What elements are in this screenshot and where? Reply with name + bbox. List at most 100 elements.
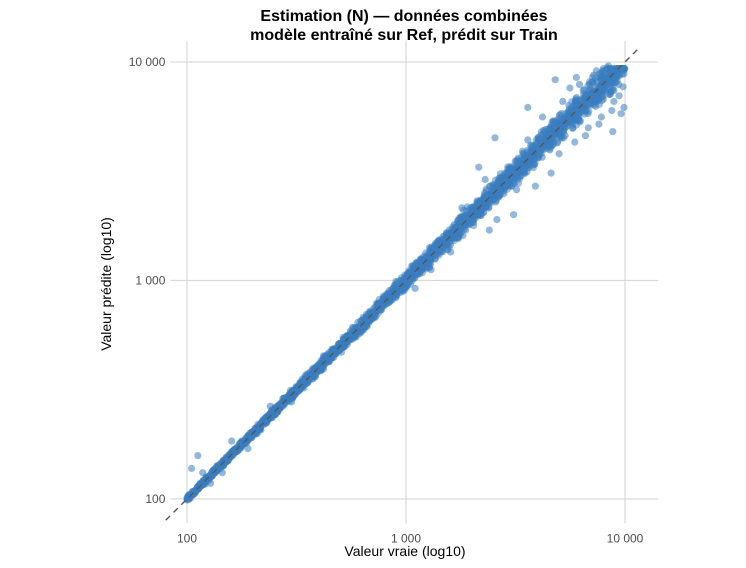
data-point <box>557 132 565 140</box>
data-point <box>595 120 603 128</box>
data-point <box>188 464 196 472</box>
data-point <box>554 124 562 132</box>
data-point <box>547 169 555 177</box>
y-tick-label: 100 <box>145 492 165 506</box>
data-point <box>546 130 554 138</box>
data-point <box>601 86 609 94</box>
y-tick-label: 10 000 <box>129 55 166 69</box>
data-point <box>485 226 493 234</box>
data-point <box>481 175 489 184</box>
data-point <box>505 177 513 185</box>
data-point <box>411 284 419 292</box>
data-point <box>599 65 607 73</box>
data-point <box>460 206 468 214</box>
data-point <box>571 138 579 146</box>
data-point <box>280 394 288 402</box>
data-point <box>431 239 439 247</box>
data-point <box>538 113 547 121</box>
data-point <box>597 113 606 121</box>
data-point <box>439 233 447 241</box>
data-point <box>211 465 219 473</box>
data-point <box>584 81 592 89</box>
data-point <box>542 140 550 148</box>
data-point <box>572 95 580 103</box>
x-tick-label: 1 000 <box>391 532 421 546</box>
x-axis-ticks: 100 1 000 10 000 <box>177 532 644 546</box>
data-point <box>519 147 527 155</box>
data-point <box>482 185 490 193</box>
data-point <box>551 76 559 84</box>
data-point <box>523 161 531 169</box>
data-point <box>493 216 501 224</box>
data-point <box>276 404 284 412</box>
data-point <box>572 73 581 81</box>
data-point <box>580 97 588 105</box>
data-point <box>477 210 485 218</box>
data-point <box>399 287 407 295</box>
data-point <box>524 136 532 144</box>
data-point <box>566 84 574 92</box>
data-point <box>608 106 616 115</box>
data-point <box>324 353 332 361</box>
data-point <box>194 483 202 491</box>
data-point <box>405 272 413 280</box>
y-axis-ticks: 100 1 000 10 000 <box>129 55 166 506</box>
y-tick-label: 1 000 <box>135 274 165 288</box>
data-point <box>336 345 344 353</box>
data-point <box>312 365 320 373</box>
data-point <box>428 253 436 262</box>
data-point <box>342 335 350 344</box>
x-axis-label: Valeur vraie (log10) <box>344 543 465 559</box>
data-point <box>299 378 307 386</box>
data-point <box>376 301 384 309</box>
data-point <box>608 78 616 86</box>
data-point <box>208 472 216 480</box>
data-point <box>581 132 590 140</box>
y-axis-label: Valeur prédite (log10) <box>98 217 114 351</box>
data-point <box>443 241 451 250</box>
data-point <box>590 101 598 109</box>
x-tick-label: 100 <box>177 532 197 546</box>
data-point <box>385 291 393 299</box>
x-tick-label: 10 000 <box>607 532 644 546</box>
data-point <box>250 426 258 434</box>
data-point <box>607 68 615 76</box>
data-point <box>534 152 542 161</box>
data-point <box>495 193 503 201</box>
data-point <box>532 141 540 149</box>
data-point <box>559 97 567 105</box>
data-point <box>596 92 605 101</box>
data-point <box>398 278 406 286</box>
chart-title-line1: Estimation (N) — données combinées <box>260 8 547 25</box>
data-point <box>609 128 617 136</box>
data-point <box>194 452 202 460</box>
data-point <box>494 186 502 194</box>
data-point <box>236 444 244 452</box>
data-point <box>599 71 607 79</box>
data-point <box>499 173 507 181</box>
data-point <box>610 97 618 105</box>
data-point <box>567 113 575 121</box>
chart-title-line2: modèle entraîné sur Ref, prédit sur Trai… <box>250 27 558 44</box>
data-point <box>509 211 518 219</box>
data-point <box>620 103 628 111</box>
data-point <box>606 90 614 99</box>
data-point <box>514 179 523 188</box>
data-point <box>462 212 470 220</box>
data-point <box>553 138 562 146</box>
data-point <box>229 447 238 455</box>
data-point <box>508 162 516 170</box>
data-point <box>582 108 590 116</box>
data-point <box>513 186 521 194</box>
data-point <box>549 119 558 127</box>
data-point <box>592 74 600 82</box>
identity-reference-line <box>165 48 639 521</box>
data-point <box>617 110 625 118</box>
data-point <box>531 182 540 190</box>
data-point <box>575 80 584 88</box>
data-point <box>455 221 464 229</box>
data-point <box>454 228 462 236</box>
data-point <box>475 163 483 171</box>
data-point <box>619 83 627 91</box>
